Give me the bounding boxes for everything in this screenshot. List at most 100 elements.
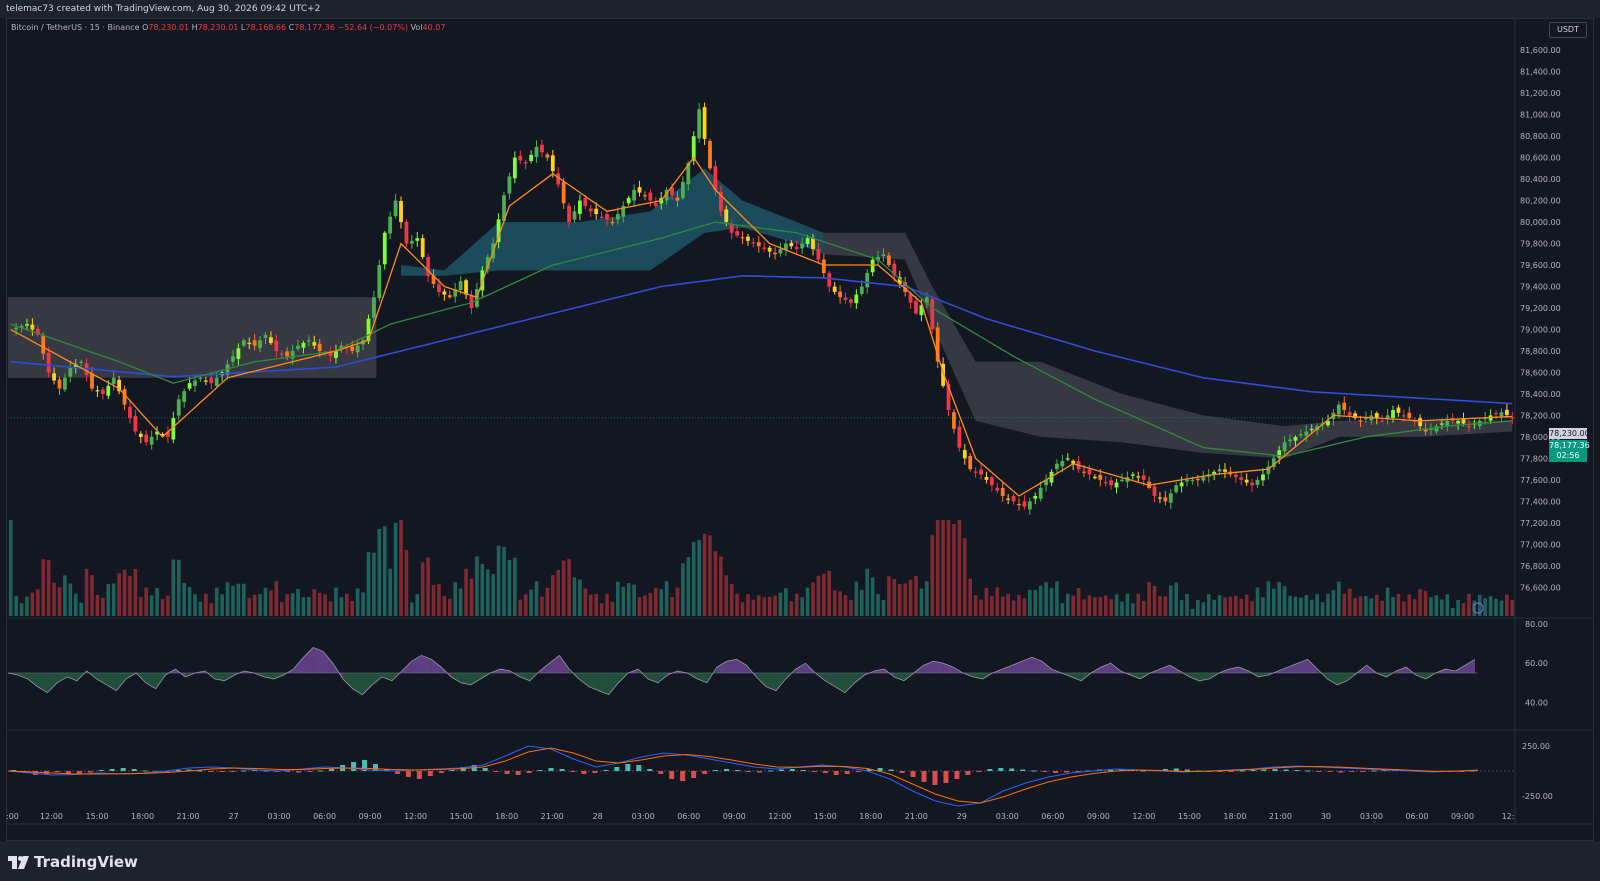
time-tick-label: 09:00	[1451, 812, 1474, 821]
volume-bar	[1065, 593, 1070, 616]
candle-body	[1255, 479, 1260, 485]
candle-body	[572, 211, 577, 220]
symbol-name[interactable]: Bitcoin / TetherUS · 15 · Binance	[11, 23, 140, 32]
rsi-fill-segment	[933, 661, 944, 673]
rsi-fill-segment	[775, 673, 786, 691]
candle-body	[399, 200, 403, 223]
volume-bar	[1326, 593, 1330, 616]
volume-bar	[1456, 600, 1460, 616]
rsi-tick-label: 40.00	[1525, 698, 1548, 707]
volume-bar	[144, 587, 149, 616]
chart-frame	[6, 18, 1594, 841]
volume-bar	[1483, 598, 1487, 616]
volume-bar	[1374, 594, 1379, 616]
candle-body	[415, 238, 420, 241]
tradingview-logo[interactable]: TradingView	[8, 853, 138, 871]
candle-body	[133, 415, 138, 432]
volume-bar	[545, 587, 550, 616]
currency-button[interactable]: USDT	[1549, 22, 1587, 38]
volume-bar	[756, 595, 761, 616]
candle-body	[111, 377, 116, 384]
candle-body	[1087, 469, 1092, 475]
candle-body	[1499, 412, 1504, 417]
close-label: C	[288, 23, 295, 32]
candle-body	[914, 300, 918, 314]
candle-body	[312, 342, 317, 346]
macd-histogram-bar	[1162, 769, 1168, 771]
candle-body	[458, 281, 463, 291]
volume-bar	[567, 558, 571, 616]
rsi-fill-segment	[1445, 669, 1456, 673]
rsi-fill-segment	[1415, 673, 1426, 679]
time-tick-label: 12:	[1502, 812, 1515, 821]
candle-body	[1103, 482, 1108, 484]
volume-bar	[236, 583, 241, 616]
volume-bar	[903, 583, 907, 616]
volume-bar	[448, 598, 452, 616]
volume-bar	[1201, 602, 1206, 616]
price-tick-label: 77,600.00	[1520, 476, 1561, 485]
time-tick-label: 15:00	[1178, 812, 1201, 821]
volume-bar	[1391, 597, 1395, 616]
candle-body	[1364, 418, 1368, 420]
volume-bar	[1017, 594, 1021, 616]
volume-bar	[1250, 601, 1254, 616]
volume-bar	[523, 594, 528, 616]
macd-histogram-bar	[109, 769, 115, 771]
volume-bar	[1114, 594, 1119, 616]
candle-body	[138, 433, 143, 437]
volume-bar	[442, 595, 447, 616]
rsi-fill-segment	[835, 673, 845, 693]
candle-body	[1391, 410, 1395, 418]
volume-bar	[957, 520, 962, 616]
candle-body	[924, 297, 929, 304]
chart-canvas[interactable]: 81,600.00 81,400.00 81,200.00 81,000.00 80,8…	[0, 0, 1600, 841]
price-tick-label: 80,600.00	[1520, 154, 1561, 163]
macd-histogram-bar	[164, 771, 170, 772]
candle-body	[63, 377, 67, 390]
macd-histogram-bar	[811, 771, 817, 772]
volume-bar	[220, 594, 224, 616]
macd-histogram-bar	[373, 764, 378, 771]
candle-body	[1174, 485, 1179, 493]
price-tick-label: 76,600.00	[1520, 583, 1561, 592]
volume-bar	[198, 601, 203, 616]
volume-bar	[1440, 599, 1444, 616]
macd-histogram-bar	[1075, 771, 1081, 772]
macd-histogram-bar	[65, 771, 71, 774]
candle-body	[1461, 418, 1466, 424]
candle-body	[1212, 471, 1217, 475]
time-tick-label: 09:00	[723, 812, 746, 821]
volume-bar	[686, 557, 691, 616]
volume-bar	[475, 556, 479, 616]
volume-bar	[1261, 597, 1265, 616]
volume-bar	[952, 524, 956, 616]
rsi-tick-label: 60.00	[1525, 659, 1548, 668]
rsi-fill-segment	[598, 673, 609, 695]
rsi-fill-segment	[303, 647, 314, 673]
macd-histogram-bar	[329, 769, 335, 771]
volume-bar	[659, 589, 664, 616]
macd-line	[7, 745, 1479, 807]
price-tick-label: 79,600.00	[1520, 261, 1561, 270]
candle-body	[1439, 423, 1444, 425]
volume-bar	[366, 552, 371, 616]
time-tick-label: 28	[593, 812, 603, 821]
time-tick-label: 12:00	[404, 812, 427, 821]
candle-body	[469, 295, 474, 308]
rsi-fill-segment	[756, 673, 767, 687]
candle-body	[1326, 420, 1330, 426]
macd-histogram-bar	[307, 771, 313, 772]
candle-body	[1434, 426, 1439, 432]
volume-bar	[101, 597, 105, 616]
candle-body	[637, 187, 642, 193]
rsi-fill-segment	[697, 673, 708, 683]
macd-histogram-bar	[1173, 768, 1179, 771]
candle-body	[198, 377, 203, 380]
macd-histogram-bar	[537, 770, 543, 771]
candle-body	[794, 246, 799, 249]
macd-histogram-bar	[756, 771, 762, 773]
volume-bar	[735, 593, 739, 616]
volume-bar	[1244, 594, 1249, 616]
candle-body	[236, 348, 241, 359]
